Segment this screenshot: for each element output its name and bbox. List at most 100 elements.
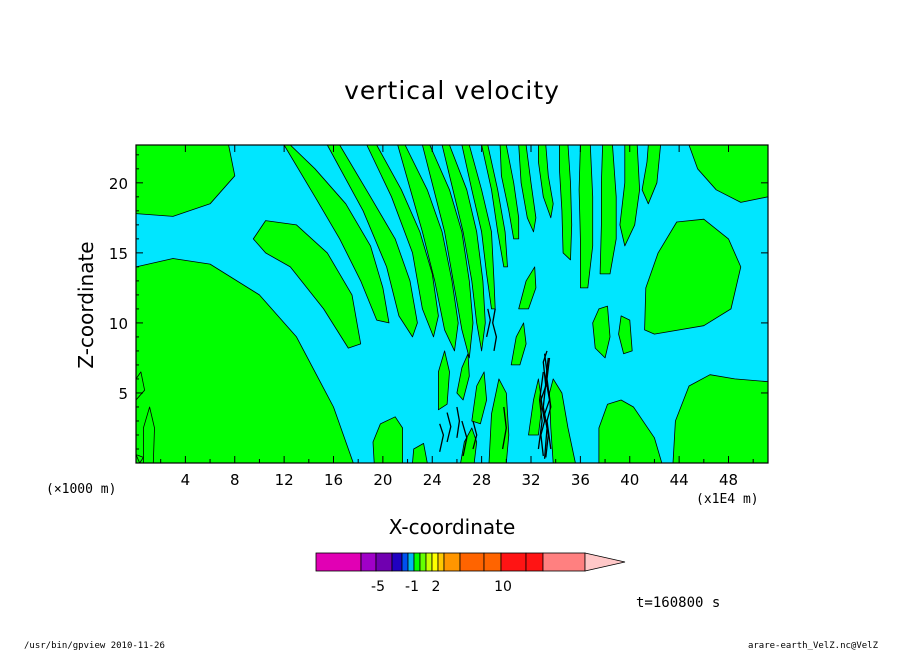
y-tick-label-10: 10 — [109, 315, 128, 333]
contour-line-3 — [546, 357, 552, 450]
contour-line-7 — [472, 420, 478, 450]
colorbar-arrow — [584, 552, 626, 572]
x-tick-label-40: 40 — [620, 471, 639, 489]
colorbar-segment-18 — [542, 552, 586, 572]
chart-title: vertical velocity — [344, 76, 560, 105]
x-axis-label: X-coordinate — [388, 515, 516, 539]
region-positive-3 — [283, 145, 390, 324]
colorbar-segment-2 — [360, 552, 377, 572]
region-positive-27 — [437, 350, 450, 411]
y-tick-label-15: 15 — [109, 245, 128, 263]
region-positive-13 — [538, 145, 554, 219]
footer-file: arare-earth_VelZ.nc@VelZ — [747, 641, 878, 651]
contour-lines — [439, 308, 552, 459]
region-positive-4 — [326, 145, 418, 338]
region-positive-19 — [688, 145, 768, 203]
x-tick-label-28: 28 — [472, 471, 491, 489]
colorbar-segment-7 — [413, 552, 421, 572]
region-positive-33 — [510, 322, 527, 366]
region-positive-17 — [619, 145, 640, 247]
x-tick-label-20: 20 — [373, 471, 392, 489]
colorbar-label-0: -5 — [371, 579, 385, 595]
x-axis-scale-note: (x1E4 m) — [696, 492, 759, 507]
region-positive-25 — [549, 378, 576, 463]
region-positive-34 — [518, 266, 537, 310]
contour-line-9 — [501, 406, 507, 450]
x-tick-label-44: 44 — [670, 471, 689, 489]
region-positive-18 — [641, 145, 661, 205]
contour-line-10 — [446, 412, 452, 443]
region-positive-0 — [136, 258, 354, 463]
region-positive-29 — [460, 427, 478, 463]
colorbar-segment-13 — [459, 552, 485, 572]
x-tick-label-36: 36 — [571, 471, 590, 489]
colorbar-segment-3 — [375, 552, 393, 572]
colorbar-segment-9 — [425, 552, 433, 572]
region-positive-7 — [421, 145, 474, 359]
y-axis: 5 10 15 20 — [109, 154, 768, 450]
x-tick-label-48: 48 — [719, 471, 738, 489]
time-stamp: t=160800 s — [636, 595, 721, 611]
region-positive-1 — [136, 145, 236, 217]
contour-regions — [136, 145, 768, 463]
colorbar: -5 -1 2 10 — [315, 552, 626, 595]
region-positive-24 — [672, 374, 768, 463]
region-positive-38 — [136, 454, 144, 463]
contour-line-5 — [492, 308, 498, 352]
region-positive-12 — [518, 145, 537, 233]
colorbar-segment-8 — [419, 552, 427, 572]
region-positive-14 — [559, 145, 573, 261]
region-positive-2 — [252, 220, 362, 349]
contour-line-2 — [537, 371, 544, 450]
colorbar-segment-11 — [437, 552, 445, 572]
contour-line-6 — [485, 308, 491, 338]
region-positive-21 — [592, 305, 611, 359]
contour-line-8 — [461, 420, 468, 457]
region-positive-9 — [461, 145, 496, 310]
contour-line-12 — [456, 406, 461, 438]
x-tick-label-8: 8 — [230, 471, 240, 489]
colorbar-segment-4 — [391, 552, 403, 572]
footer-program: /usr/bin/gpview 2010-11-26 — [24, 641, 165, 651]
y-tick-label-20: 20 — [109, 175, 128, 193]
x-axis-unit: (×1000 m) — [46, 482, 117, 497]
region-positive-20 — [644, 218, 742, 335]
contour-line-11 — [439, 423, 445, 452]
region-positive-23 — [598, 399, 663, 463]
region-positive-16 — [599, 145, 617, 275]
region-positive-6 — [397, 145, 459, 352]
region-positive-15 — [578, 145, 594, 289]
region-positive-36 — [142, 406, 155, 463]
region-positive-11 — [499, 145, 520, 240]
y-tick-label-5: 5 — [118, 385, 128, 403]
region-positive-32 — [456, 353, 470, 401]
region-positive-22 — [618, 315, 633, 355]
colorbar-segment-16 — [525, 552, 544, 572]
region-positive-26 — [372, 416, 404, 463]
colorbar-segment-5 — [401, 552, 409, 572]
colorbar-segment-0 — [315, 552, 362, 572]
colorbar-label-1: -1 — [405, 579, 419, 595]
contour-line-4 — [542, 353, 548, 459]
colorbar-segment-6 — [407, 552, 415, 572]
region-positive-31 — [471, 371, 488, 425]
colorbar-label-3: 10 — [494, 579, 512, 595]
x-tick-label-32: 32 — [521, 471, 540, 489]
region-positive-5 — [366, 145, 439, 338]
colorbar-segment-14 — [483, 552, 502, 572]
colorbar-segment-10 — [431, 552, 439, 572]
region-positive-10 — [481, 145, 508, 268]
x-tick-label-24: 24 — [423, 471, 442, 489]
colorbar-segment-12 — [443, 552, 461, 572]
y-axis-label: Z-coordinate — [74, 241, 98, 369]
plot-frame — [135, 144, 769, 464]
x-tick-label-16: 16 — [324, 471, 343, 489]
colorbar-segment-15 — [500, 552, 527, 572]
region-positive-8 — [441, 145, 486, 352]
colorbar-label-2: 2 — [432, 579, 441, 595]
x-axis: 4 8 12 16 20 24 28 32 36 40 44 48 — [160, 145, 754, 489]
x-tick-label-12: 12 — [275, 471, 294, 489]
region-positive-28 — [412, 442, 428, 463]
x-tick-label-4: 4 — [181, 471, 191, 489]
